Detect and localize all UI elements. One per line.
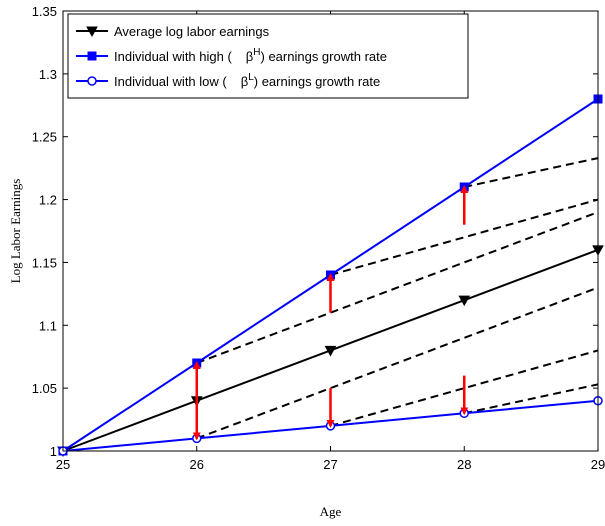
legend-label-1: Individual with high (βH) earnings growt…	[114, 47, 387, 64]
y-tick-label: 1	[50, 444, 57, 459]
square-marker	[87, 51, 97, 61]
y-axis-label: Log Labor Earnings	[8, 179, 23, 284]
triangle-marker	[86, 26, 98, 38]
y-tick-label: 1.2	[39, 193, 57, 208]
x-tick-label: 25	[56, 457, 70, 472]
legend-label-2: Individual with low (βL) earnings growth…	[114, 72, 380, 89]
dashed-line	[196, 286, 599, 440]
x-tick-label: 29	[591, 457, 605, 472]
x-tick-label: 28	[457, 457, 471, 472]
y-tick-label: 1.15	[32, 255, 57, 270]
dashed-line	[330, 198, 599, 276]
ticks-layer: 25 26 27 28 29 1 1.05 1.1 1.15 1.2 1.25 1.3 1.35	[32, 4, 605, 472]
dashed-line	[464, 157, 599, 188]
legend-label-0: Average log labor earnings	[114, 24, 270, 39]
x-tick-label: 26	[190, 457, 204, 472]
dashed-line	[196, 211, 599, 364]
y-tick-label: 1.3	[39, 67, 57, 82]
x-axis-label: Age	[320, 504, 342, 519]
dashed-line	[464, 383, 599, 415]
dashed-line	[330, 349, 599, 427]
y-tick-label: 1.1	[39, 318, 57, 333]
x-tick-label: 27	[323, 457, 337, 472]
triangle-marker	[458, 295, 471, 307]
dashed-lines-layer	[196, 157, 599, 440]
arrows-layer	[192, 185, 469, 441]
y-tick-label: 1.25	[32, 130, 57, 145]
legend-box	[67, 13, 469, 99]
triangle-marker	[324, 345, 337, 357]
circle-marker	[87, 76, 97, 86]
y-tick-label: 1.05	[32, 381, 57, 396]
legend: Average log labor earnings Individual wit…	[67, 13, 469, 99]
y-tick-label: 1.35	[32, 4, 57, 19]
